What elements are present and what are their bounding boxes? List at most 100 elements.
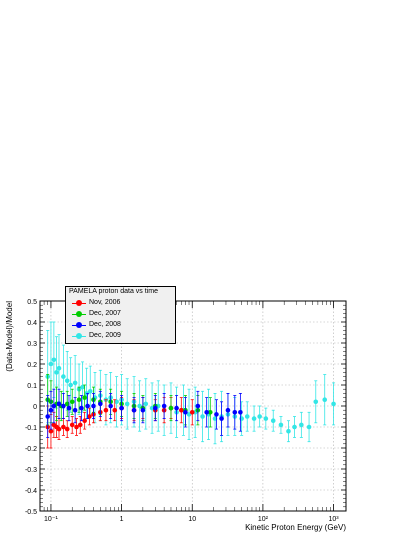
y-tick-label: -0.3 [25, 467, 37, 474]
data-point [168, 405, 174, 411]
data-point [114, 399, 119, 405]
data-point [64, 401, 70, 407]
y-tick-label: 0.2 [27, 362, 37, 369]
x-tick-label: 10² [258, 516, 269, 523]
data-point [68, 382, 73, 388]
data-point [219, 416, 224, 421]
data-point [69, 399, 75, 405]
legend-marker [76, 311, 82, 317]
x-tick-label: 10 [188, 516, 196, 523]
data-point [195, 403, 201, 409]
data-point [331, 401, 336, 407]
data-point [214, 412, 219, 417]
y-tick-label: 0.5 [27, 299, 37, 306]
legend-item-dec-2009: Dec, 2009 [70, 332, 174, 342]
data-point [238, 410, 243, 415]
data-point [183, 410, 188, 415]
data-point [161, 403, 167, 409]
data-point [179, 407, 184, 413]
legend-item-dec-2007: Dec, 2007 [70, 310, 174, 320]
y-tick-label: -0.1 [25, 425, 37, 432]
y-tick-label: -0.2 [25, 446, 37, 453]
legend-label: Dec, 2008 [89, 321, 121, 328]
data-point [45, 414, 51, 419]
legend-label: Dec, 2007 [89, 310, 121, 317]
legend-marker [76, 300, 82, 306]
data-point [189, 410, 195, 415]
data-point [204, 410, 209, 415]
legend-title: PAMELA proton data vs time [69, 288, 158, 295]
data-point [263, 416, 269, 421]
data-point [64, 426, 70, 432]
data-point [292, 424, 297, 430]
legend: PAMELA proton data vs time Nov, 2006 Dec… [65, 286, 176, 344]
data-point [56, 426, 62, 432]
data-point [313, 399, 319, 405]
data-point [72, 407, 78, 413]
data-point [48, 428, 54, 434]
legend-item-nov-2006: Nov, 2006 [70, 299, 174, 309]
legend-label: Nov, 2006 [89, 299, 121, 306]
data-point [69, 422, 75, 428]
data-point [72, 380, 78, 386]
data-point [270, 418, 276, 424]
data-points [45, 321, 336, 449]
data-point [76, 397, 82, 403]
data-point [56, 401, 62, 407]
data-point [112, 407, 118, 413]
x-tick-label: 1 [120, 516, 124, 523]
data-point [140, 407, 146, 413]
data-point [48, 361, 54, 367]
data-point [153, 405, 158, 411]
y-tick-label: 0.3 [27, 341, 37, 348]
data-point [61, 424, 66, 430]
data-point [98, 401, 103, 407]
y-tick-label: 0.1 [27, 383, 37, 390]
data-point [257, 414, 262, 419]
data-point [244, 414, 250, 419]
data-point [143, 401, 149, 407]
legend-item-dec-2008: Dec, 2008 [70, 321, 174, 331]
data-point [56, 365, 62, 371]
data-point [51, 403, 57, 409]
legend-label: Dec, 2009 [89, 332, 121, 339]
data-point [103, 407, 109, 413]
x-tick-label: 10³ [328, 516, 339, 523]
data-point [51, 357, 57, 363]
data-point [299, 422, 304, 428]
data-point [64, 378, 70, 384]
y-tick-label: 0.4 [27, 320, 37, 327]
data-point [54, 370, 59, 375]
series-dec-2008 [45, 388, 243, 438]
x-tick-label: 10⁻¹ [44, 516, 58, 523]
data-point [278, 422, 284, 428]
data-point [306, 424, 312, 430]
data-point [48, 407, 54, 413]
data-point [87, 414, 92, 419]
data-point [225, 407, 231, 413]
data-point [91, 403, 96, 409]
data-point [174, 405, 179, 411]
data-point [80, 384, 85, 390]
data-point [251, 416, 257, 421]
data-point [79, 405, 84, 411]
data-point [85, 403, 90, 409]
data-point [322, 397, 328, 403]
legend-marker [76, 333, 82, 339]
y-tick-label: -0.4 [25, 488, 37, 495]
data-point [232, 410, 238, 415]
y-tick-label: -0.5 [25, 509, 37, 516]
data-point [131, 407, 137, 413]
data-point [61, 403, 66, 409]
x-axis-label: Kinetic Proton Energy (GeV) [245, 523, 346, 532]
data-point [77, 422, 83, 428]
data-point [108, 403, 113, 409]
data-point [66, 405, 72, 411]
data-point [87, 389, 93, 394]
data-point [82, 395, 87, 400]
data-point [207, 410, 213, 415]
legend-marker [76, 322, 82, 328]
y-axis-label: (Data-Model)/Model [5, 301, 14, 372]
data-point [82, 418, 87, 424]
